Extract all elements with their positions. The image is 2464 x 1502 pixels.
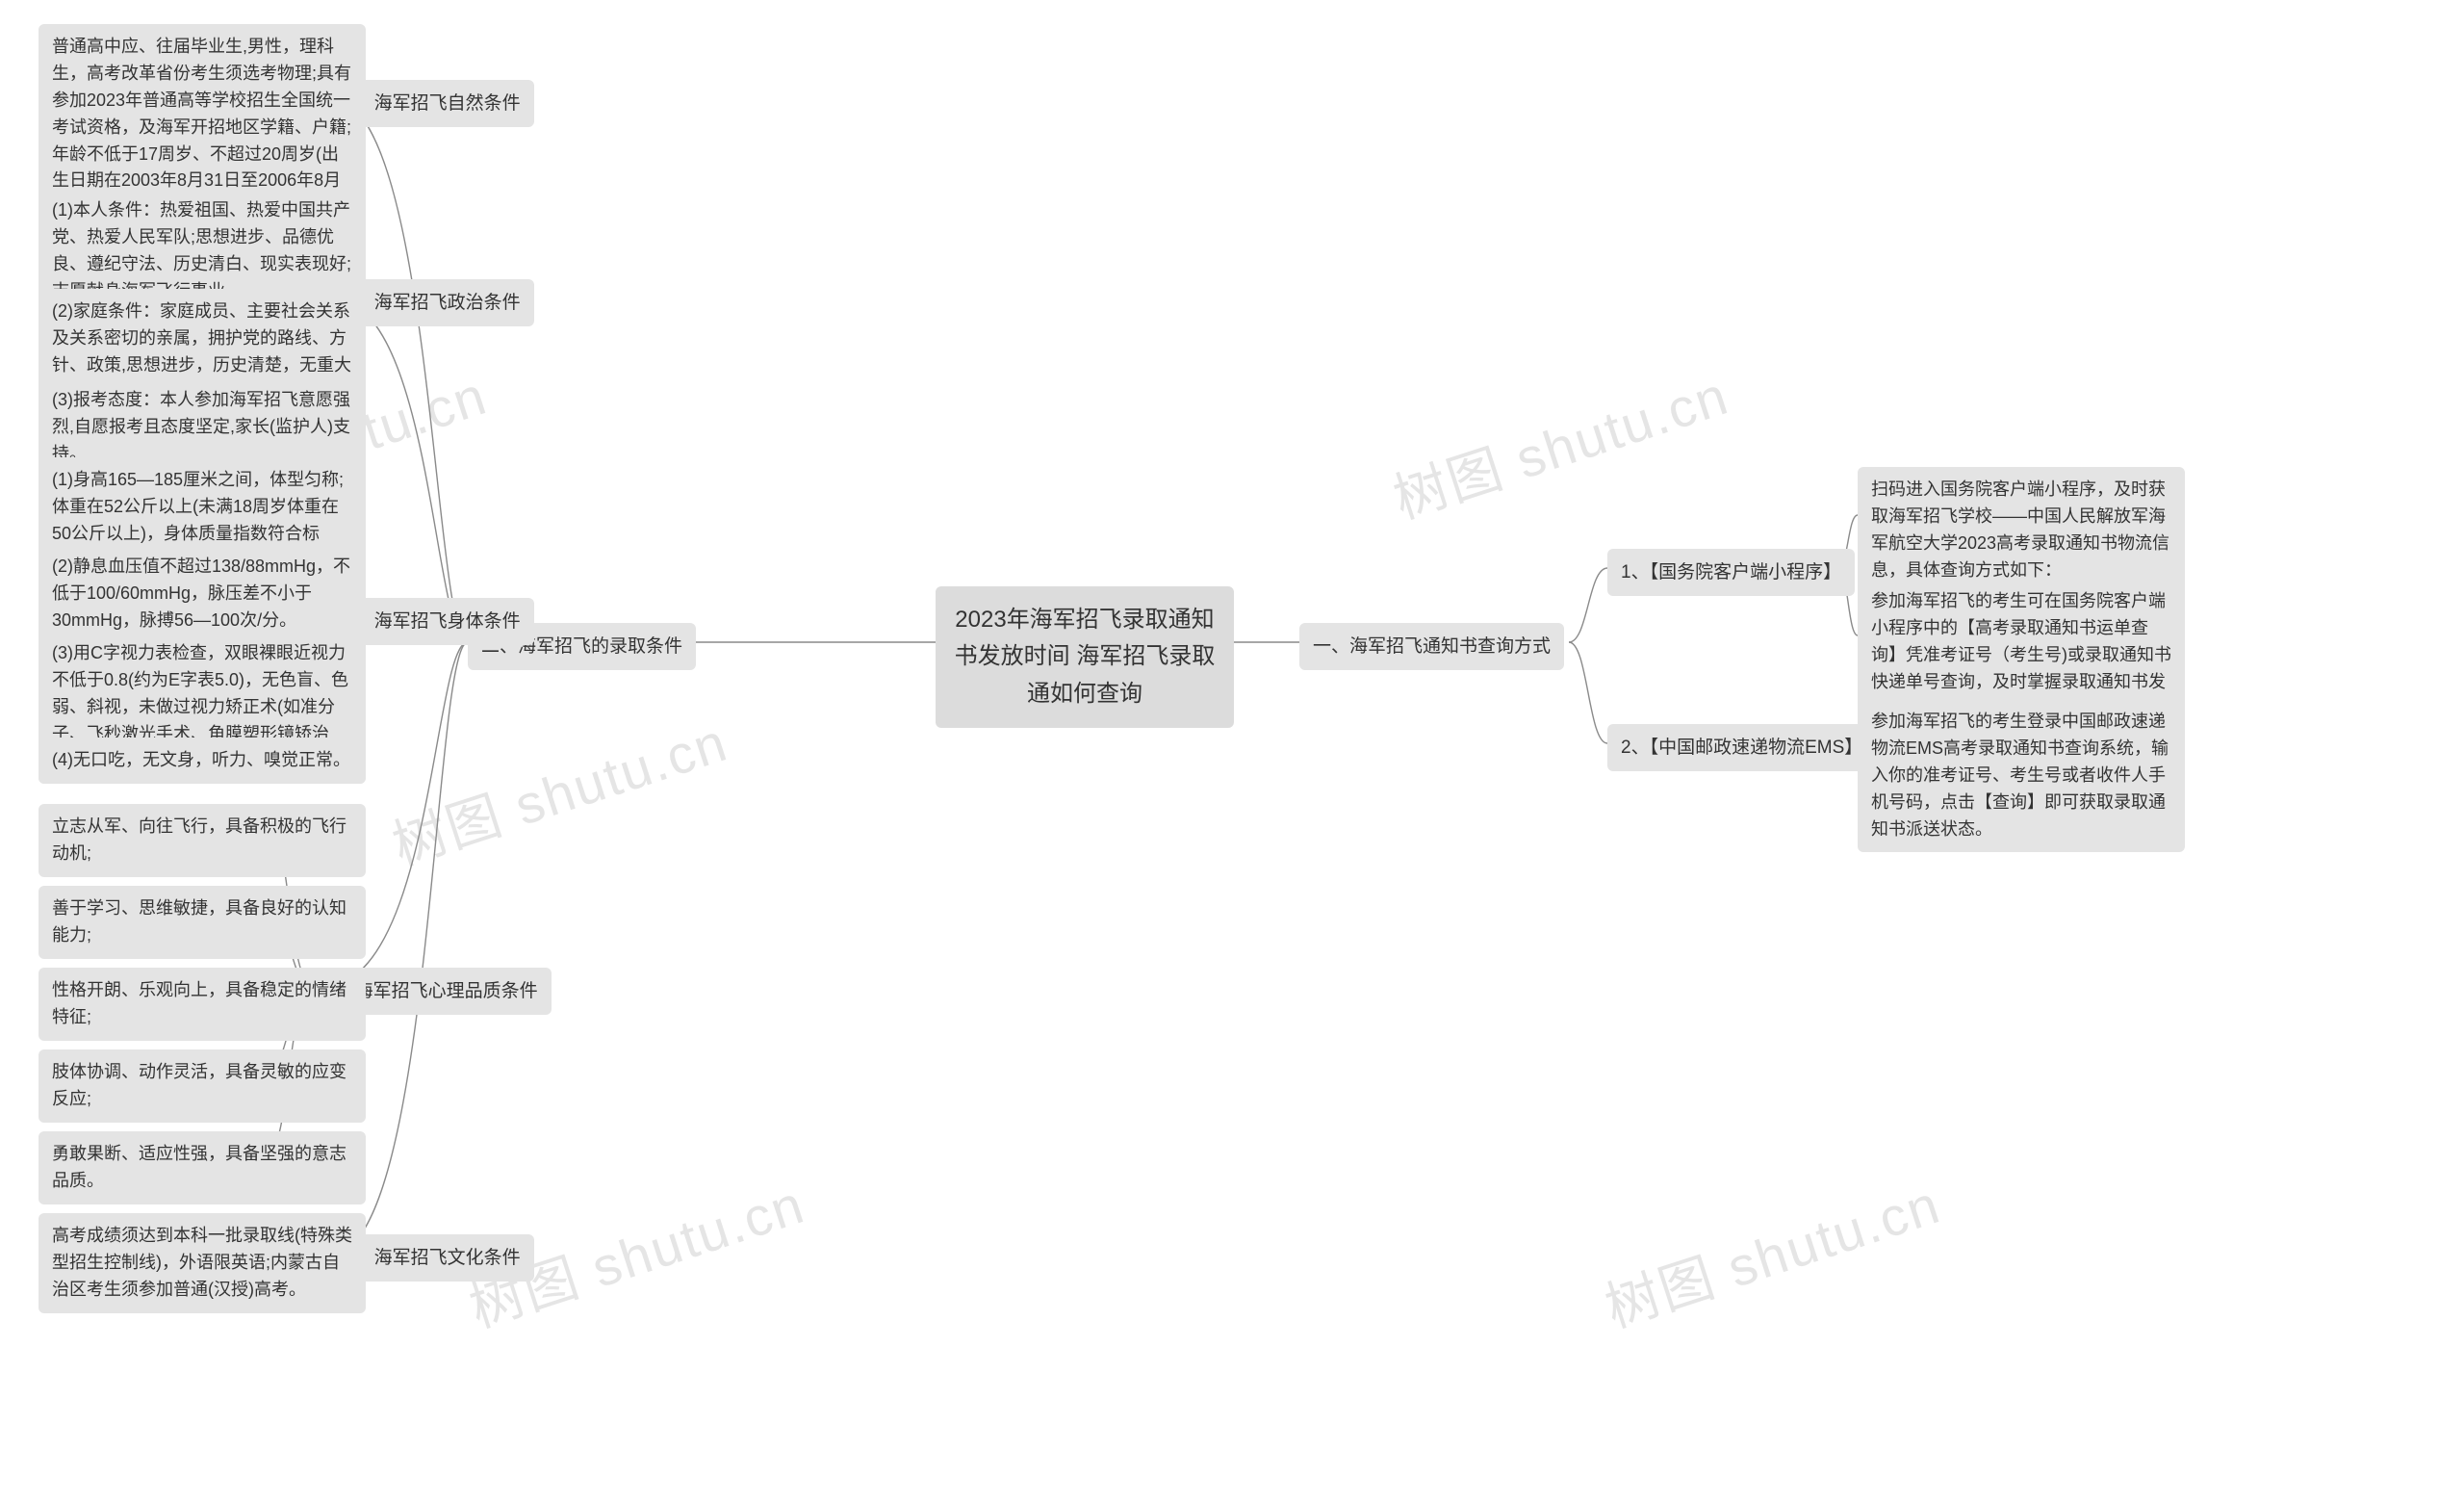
leaf: 立志从军、向往飞行，具备积极的飞行动机;	[38, 804, 366, 877]
leaf: 勇敢果断、适应性强，具备坚强的意志品质。	[38, 1131, 366, 1204]
watermark: 树图 shutu.cn	[381, 699, 736, 881]
leaf: 性格开朗、乐观向上，具备稳定的情绪特征;	[38, 968, 366, 1041]
leaf: 肢体协调、动作灵活，具备灵敏的应变反应;	[38, 1049, 366, 1123]
leaf: 善于学习、思维敏捷，具备良好的认知能力;	[38, 886, 366, 959]
node-r1[interactable]: 1、【国务院客户端小程序】	[1607, 549, 1855, 596]
leaf: (2)静息血压值不超过138/88mmHg，不低于100/60mmHg，脉压差不…	[38, 544, 366, 644]
branch-right[interactable]: 一、海军招飞通知书查询方式	[1299, 623, 1564, 670]
leaf: 扫码进入国务院客户端小程序，及时获取海军招飞学校——中国人民解放军海军航空大学2…	[1858, 467, 2185, 594]
leaf: 参加海军招飞的考生登录中国邮政速递物流EMS高考录取通知书查询系统，输入你的准考…	[1858, 699, 2185, 852]
watermark: 树图 shutu.cn	[1594, 1161, 1949, 1343]
mindmap-root[interactable]: 2023年海军招飞录取通知 书发放时间 海军招飞录取 通如何查询	[936, 586, 1234, 728]
node-r2[interactable]: 2、【中国邮政速递物流EMS】	[1607, 724, 1876, 771]
leaf: (4)无口吃，无文身，听力、嗅觉正常。	[38, 738, 366, 784]
watermark: 树图 shutu.cn	[1382, 352, 1737, 534]
leaf: 高考成绩须达到本科一批录取线(特殊类型招生控制线)，外语限英语;内蒙古自治区考生…	[38, 1213, 366, 1313]
